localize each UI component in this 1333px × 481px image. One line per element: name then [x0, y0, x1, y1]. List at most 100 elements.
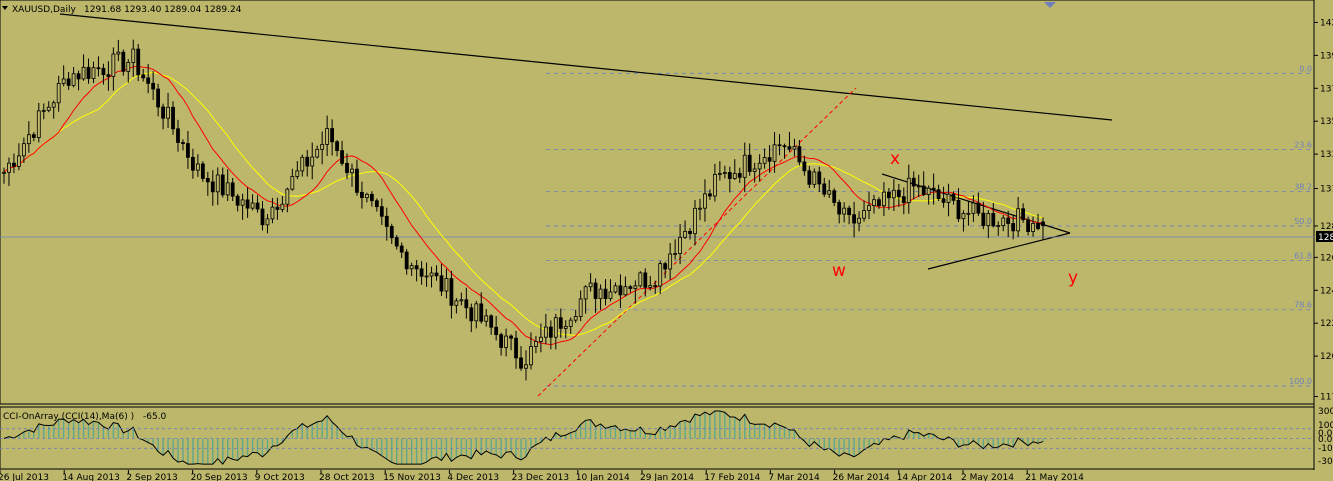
- candle[interactable]: [896, 183, 901, 208]
- candle[interactable]: [673, 239, 678, 260]
- candle[interactable]: [847, 205, 852, 225]
- candle[interactable]: [51, 100, 56, 119]
- candle[interactable]: [225, 169, 230, 202]
- candle[interactable]: [250, 194, 255, 211]
- candle[interactable]: [807, 166, 812, 189]
- candle[interactable]: [1031, 216, 1035, 237]
- candle[interactable]: [509, 334, 513, 351]
- candle[interactable]: [255, 195, 260, 213]
- candle[interactable]: [931, 173, 936, 205]
- candle[interactable]: [365, 192, 369, 203]
- candle[interactable]: [717, 161, 722, 181]
- candle[interactable]: [812, 168, 817, 189]
- candle[interactable]: [852, 201, 856, 238]
- candle[interactable]: [379, 198, 384, 225]
- candle[interactable]: [111, 47, 116, 91]
- candle[interactable]: [260, 201, 265, 231]
- support-trendline[interactable]: [537, 87, 857, 397]
- candle[interactable]: [26, 121, 31, 153]
- candle[interactable]: [295, 161, 300, 180]
- candle[interactable]: [414, 259, 419, 282]
- candle[interactable]: [7, 157, 11, 187]
- candle[interactable]: [161, 103, 165, 130]
- candle[interactable]: [205, 171, 210, 196]
- candle[interactable]: [703, 179, 707, 222]
- candle[interactable]: [121, 49, 126, 76]
- candle[interactable]: [290, 168, 295, 191]
- candle[interactable]: [275, 197, 280, 220]
- candle[interactable]: [474, 300, 479, 329]
- candle[interactable]: [966, 200, 971, 226]
- candle[interactable]: [583, 285, 588, 314]
- candle[interactable]: [171, 101, 175, 135]
- candle[interactable]: [454, 297, 459, 314]
- candle[interactable]: [553, 313, 558, 350]
- candle[interactable]: [46, 101, 51, 113]
- candle[interactable]: [1026, 216, 1030, 236]
- candle[interactable]: [693, 200, 697, 246]
- candle[interactable]: [891, 179, 896, 212]
- candle[interactable]: [305, 149, 310, 177]
- candle[interactable]: [325, 115, 330, 157]
- candle[interactable]: [300, 154, 305, 177]
- candle[interactable]: [131, 39, 136, 77]
- candle[interactable]: [683, 220, 687, 240]
- candle[interactable]: [156, 83, 161, 117]
- candle[interactable]: [459, 292, 464, 306]
- candle[interactable]: [91, 61, 96, 84]
- candle[interactable]: [61, 65, 66, 87]
- candle[interactable]: [220, 167, 225, 198]
- candle[interactable]: [906, 164, 911, 214]
- candle[interactable]: [901, 187, 906, 215]
- candle[interactable]: [136, 43, 141, 82]
- candle[interactable]: [598, 284, 603, 310]
- candle[interactable]: [862, 200, 866, 222]
- candle[interactable]: [941, 186, 946, 208]
- candle[interactable]: [384, 207, 389, 241]
- candle[interactable]: [31, 132, 36, 142]
- candle[interactable]: [514, 330, 518, 369]
- candle[interactable]: [986, 210, 991, 239]
- candle[interactable]: [797, 140, 802, 166]
- candle[interactable]: [469, 303, 474, 333]
- candle[interactable]: [1041, 217, 1045, 240]
- resistance-trendline[interactable]: [59, 13, 1113, 121]
- candle[interactable]: [877, 197, 881, 209]
- candle[interactable]: [389, 223, 394, 244]
- candle[interactable]: [424, 262, 429, 287]
- candle[interactable]: [484, 308, 489, 327]
- candle[interactable]: [524, 350, 528, 381]
- candle[interactable]: [66, 72, 71, 90]
- candle[interactable]: [141, 68, 146, 82]
- candle[interactable]: [399, 242, 404, 259]
- candle[interactable]: [548, 320, 553, 350]
- candle[interactable]: [1011, 214, 1016, 240]
- candle[interactable]: [668, 242, 673, 280]
- candle[interactable]: [921, 171, 926, 197]
- candle[interactable]: [166, 92, 170, 128]
- candle[interactable]: [101, 63, 106, 85]
- candle[interactable]: [76, 70, 81, 91]
- candle[interactable]: [727, 166, 732, 193]
- candle[interactable]: [494, 315, 499, 341]
- candle[interactable]: [787, 131, 792, 153]
- candle[interactable]: [613, 282, 618, 294]
- candle[interactable]: [991, 202, 996, 228]
- candle[interactable]: [698, 198, 702, 221]
- candle[interactable]: [568, 317, 573, 334]
- candle[interactable]: [623, 276, 628, 297]
- candle[interactable]: [857, 211, 861, 232]
- candle[interactable]: [355, 159, 359, 196]
- candle[interactable]: [911, 171, 916, 200]
- candle[interactable]: [374, 198, 379, 212]
- candle[interactable]: [558, 308, 563, 338]
- candle[interactable]: [330, 119, 335, 156]
- candle[interactable]: [41, 103, 46, 120]
- candle[interactable]: [335, 139, 339, 157]
- candle[interactable]: [186, 130, 190, 169]
- candle[interactable]: [151, 71, 156, 101]
- candle[interactable]: [886, 188, 891, 210]
- candle[interactable]: [479, 292, 484, 324]
- candle[interactable]: [429, 266, 434, 288]
- candle[interactable]: [1016, 196, 1021, 238]
